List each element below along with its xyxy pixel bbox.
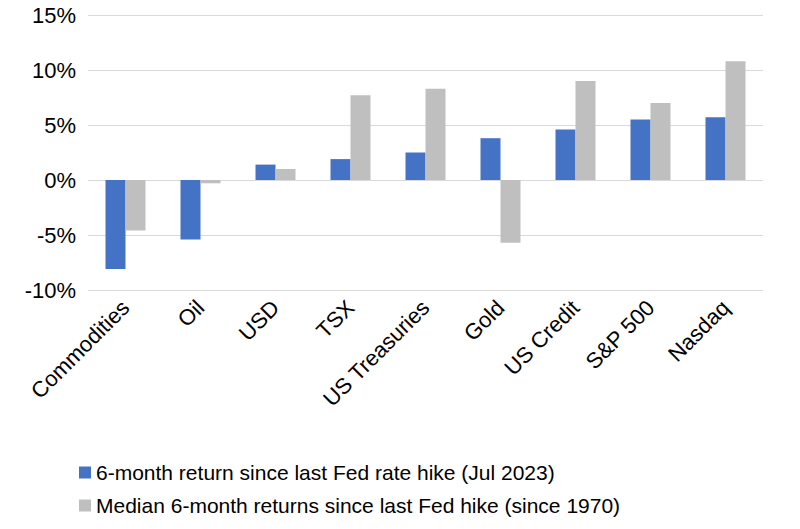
svg-text:5%: 5% bbox=[44, 113, 76, 138]
svg-text:USD: USD bbox=[234, 295, 285, 346]
svg-text:Nasdaq: Nasdaq bbox=[663, 295, 734, 366]
svg-text:15%: 15% bbox=[32, 3, 76, 28]
svg-text:US Treasuries: US Treasuries bbox=[318, 295, 434, 411]
svg-text:Commodities: Commodities bbox=[26, 295, 134, 403]
svg-text:Median 6-month returns since l: Median 6-month returns since last Fed hi… bbox=[96, 494, 620, 517]
svg-text:Gold: Gold bbox=[459, 295, 510, 346]
svg-text:6-month return since last Fed: 6-month return since last Fed rate hike … bbox=[96, 461, 555, 484]
svg-text:-5%: -5% bbox=[37, 223, 76, 248]
svg-text:-10%: -10% bbox=[25, 278, 76, 303]
svg-text:US Credit: US Credit bbox=[499, 295, 584, 380]
svg-text:TSX: TSX bbox=[311, 295, 359, 343]
svg-text:Oil: Oil bbox=[173, 295, 210, 332]
svg-text:10%: 10% bbox=[32, 58, 76, 83]
svg-text:S&P 500: S&P 500 bbox=[581, 295, 660, 374]
svg-text:0%: 0% bbox=[44, 168, 76, 193]
